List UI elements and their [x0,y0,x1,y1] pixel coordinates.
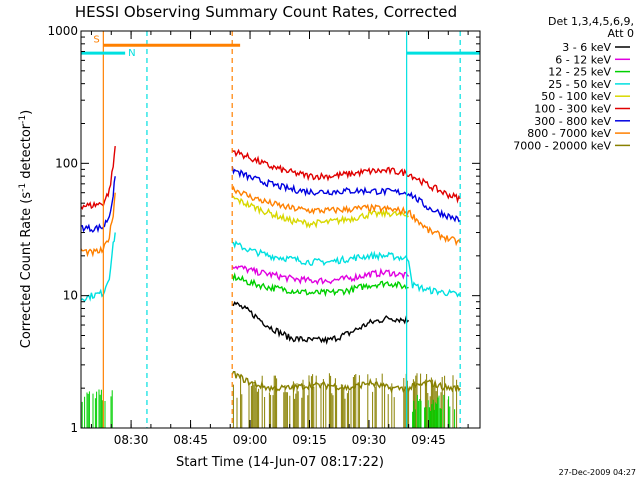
legend-label-50-100-kev: 50 - 100 keV [541,90,611,103]
legend-label-800-7000-kev: 800 - 7000 keV [527,127,611,140]
series-100-300-kev-segment-0 [81,146,116,211]
series-300-800-kev-segment-1 [231,166,461,223]
series-100-300-kev-segment-1 [231,148,461,204]
y-axis-label: Corrected Count Rate (s-1 detector-1) [18,110,34,348]
chart-title: HESSI Observing Summary Count Rates, Cor… [75,3,457,21]
series-800-7000-kev-segment-0 [81,192,116,258]
y-tick-label: 1000 [47,24,78,38]
series-12-25-kev-segment-0 [231,271,409,298]
legend-label-6-12-kev: 6 - 12 keV [555,53,611,66]
series-800-7000-kev-segment-1 [231,185,461,247]
x-tick-label: 08:30 [114,433,149,447]
series-6-12-kev-segment-0 [231,265,410,286]
plot-frame [80,30,481,429]
series-300-800-kev-segment-0 [81,176,116,234]
footer-date: 27-Dec-2009 04:27 [559,468,636,477]
flag-label-n: N [128,48,135,59]
legend-label-300-800-kev: 300 - 800 keV [534,115,611,128]
y-tick-label: 1 [70,421,78,435]
legend-label-7000-20000-kev: 7000 - 20000 keV [513,139,611,152]
noise-band-7000-20000-kev-1 [232,373,458,428]
x-tick-label: 08:45 [173,433,208,447]
series-50-100-kev-segment-0 [231,195,409,229]
x-tick-label: 09:00 [233,433,268,447]
axis-ticks: 08:30 08:45 09:00 09:15 09:30 09:45 1 10 100 1000 [47,24,480,447]
x-tick-label: 09:15 [292,433,327,447]
y-tick-label: 100 [55,156,78,170]
legend-label-12-25-kev: 12 - 25 keV [548,66,611,79]
flag-label-s: S [93,34,99,45]
x-tick-label: 09:45 [411,433,446,447]
legend-title-line-1: Det 1,3,4,5,6,9, [548,15,634,28]
x-axis-label: Start Time (14-Jun-07 08:17:22) [176,455,384,470]
legend-label-100-300-kev: 100 - 300 keV [534,103,611,116]
x-tick-label: 09:30 [352,433,387,447]
series-25-50-kev-segment-1 [232,240,461,298]
series-3-6-kev-segment-0 [231,300,410,346]
y-tick-label: 10 [63,289,78,303]
legend-label-3-6-kev: 3 - 6 keV [562,41,611,54]
legend-title-line-2: Att 0 [608,27,634,40]
noise-band-12-25-kev-0 [81,389,113,428]
noise-band-12-25-kev-2 [412,394,456,428]
series-25-50-kev-segment-0 [81,232,116,302]
legend-label-25-50-kev: 25 - 50 keV [548,78,611,91]
plot-area [81,31,480,428]
series-7000-20000-kev-segment-0 [231,371,461,394]
